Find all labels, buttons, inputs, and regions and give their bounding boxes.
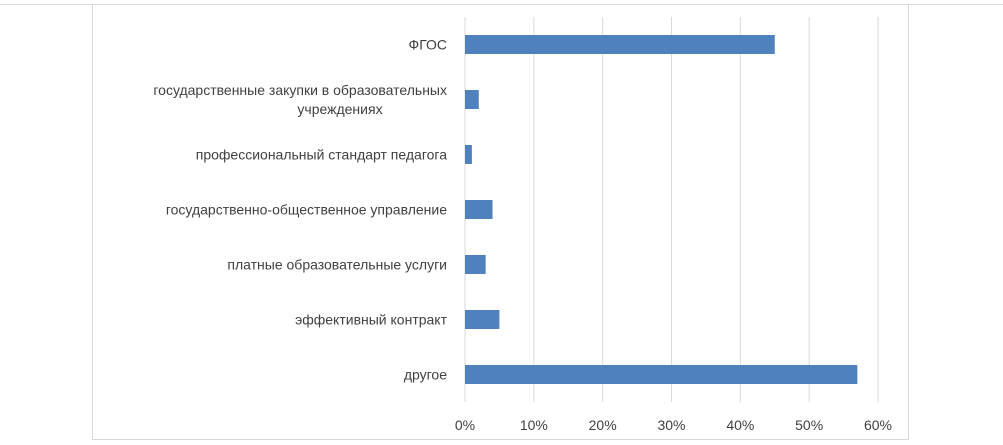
x-tick-label: 10% <box>520 417 548 433</box>
category-label: ФГОС <box>409 37 447 53</box>
category-label-line: ФГОС <box>409 37 447 53</box>
x-tick-label: 50% <box>795 417 823 433</box>
category-label: платные образовательные услуги <box>227 257 447 273</box>
bar <box>465 255 486 274</box>
category-label-line: эффективный контракт <box>295 312 447 328</box>
gridlines <box>464 17 879 402</box>
x-tick-label: 40% <box>726 417 754 433</box>
category-label-line: платные образовательные услуги <box>227 257 447 273</box>
bar <box>465 310 500 329</box>
bars <box>465 35 858 384</box>
category-label: государственно-общественное управление <box>166 202 447 218</box>
category-label: другое <box>404 367 447 383</box>
x-tick-labels: 0% 10% 20% 30% 40% 50% 60% <box>455 417 892 433</box>
bar <box>465 200 493 219</box>
x-tick-label: 60% <box>864 417 892 433</box>
category-label-line: профессиональный стандарт педагога <box>196 147 447 163</box>
category-labels: ФГОС государственные закупки в образовате… <box>153 37 447 383</box>
bar <box>465 90 479 109</box>
x-tick-label: 0% <box>455 417 475 433</box>
bar <box>465 365 858 384</box>
x-tick-label: 30% <box>657 417 685 433</box>
x-tick-label: 20% <box>589 417 617 433</box>
category-label: профессиональный стандарт педагога <box>196 147 447 163</box>
bar <box>465 35 775 54</box>
category-label-line: государственно-общественное управление <box>166 202 447 218</box>
category-label-line: учреждениях <box>297 101 382 117</box>
category-label-line: другое <box>404 367 447 383</box>
category-label: эффективный контракт <box>295 312 447 328</box>
bar <box>465 145 472 164</box>
category-label-line: государственные закупки в образовательны… <box>153 82 447 98</box>
category-label: государственные закупки в образовательны… <box>153 82 447 117</box>
